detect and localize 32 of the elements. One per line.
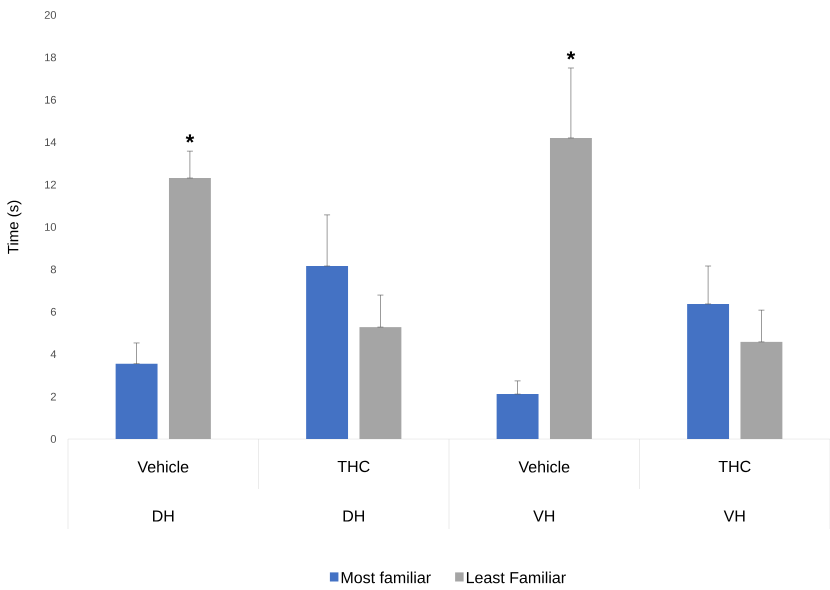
bar xyxy=(496,394,539,439)
y-tick-label: 12 xyxy=(45,180,56,188)
bar xyxy=(550,138,592,439)
annotation: * xyxy=(186,134,194,143)
y-tick-label: 8 xyxy=(50,266,56,274)
y-tick-label: 6 xyxy=(50,308,56,316)
x-tick-label: Vehicle xyxy=(518,460,570,473)
y-axis-title: Time (s) xyxy=(7,200,22,254)
y-tick-label: 0 xyxy=(50,435,56,443)
bar xyxy=(306,266,348,439)
y-tick-label: 18 xyxy=(45,54,56,62)
annotation: * xyxy=(566,51,576,60)
text: VH xyxy=(724,510,745,522)
y-tick-label: 16 xyxy=(45,96,56,104)
text: DH xyxy=(344,510,364,522)
y-tick-label: 20 xyxy=(44,11,56,19)
text: VH xyxy=(533,510,554,522)
bar xyxy=(687,304,730,439)
y-tick-label: 14 xyxy=(45,138,56,146)
bar xyxy=(740,342,782,439)
x-tick-label: Vehicle xyxy=(138,460,188,473)
text: DH xyxy=(153,510,174,522)
y-tick-label: 4 xyxy=(50,350,56,358)
x-tick-label: THC xyxy=(718,460,751,472)
bar xyxy=(116,364,158,439)
legend-label: Most familiar xyxy=(342,572,431,584)
bar xyxy=(168,178,211,439)
legend-label: Least Familiar xyxy=(466,572,566,584)
y-tick-label: 10 xyxy=(45,223,56,231)
x-tick-label: THC xyxy=(338,460,370,472)
y-tick-label: 2 xyxy=(50,392,56,400)
bar xyxy=(359,327,402,439)
